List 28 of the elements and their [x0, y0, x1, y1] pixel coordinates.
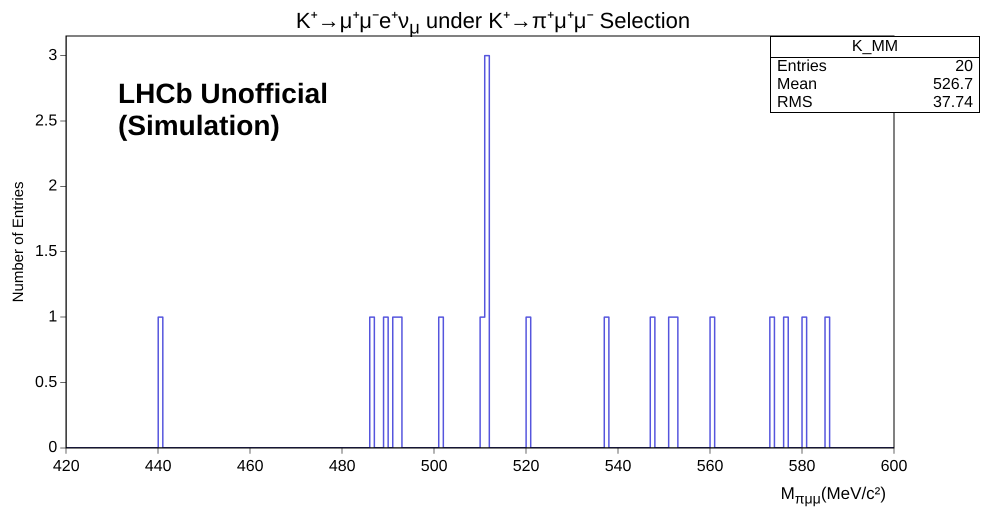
x-tick-label: 560: [696, 458, 724, 475]
y-tick-label: 0.5: [34, 374, 58, 391]
text: 526.7: [932, 76, 973, 94]
y-tick-label: 2: [48, 178, 58, 195]
x-tick-label: 440: [144, 458, 172, 475]
x-tick-label: 540: [604, 458, 632, 475]
x-tick-label: 520: [512, 458, 540, 475]
annotation: Mean: [777, 76, 818, 94]
x-tick-label: 580: [788, 458, 816, 475]
chart-title: K⁺→μ⁺μ⁻e⁺ν$_{μ}$ under K⁺→π⁺μ⁺μ⁻ Selection: [294, 7, 692, 38]
annotation: LHCb Unofficial (Simulation): [118, 78, 328, 142]
x-axis-title: M$_{πμμ}$(MeV/c²): [780, 484, 886, 507]
x-tick-label: 420: [52, 458, 80, 475]
y-tick-label: 2.5: [34, 112, 58, 130]
text: 20: [955, 58, 973, 76]
x-tick-label: 460: [236, 458, 264, 475]
text: 37.74: [932, 94, 973, 112]
x-tick-label: 600: [880, 458, 908, 475]
x-tick-label: 500: [420, 458, 448, 475]
y-tick-label: 3: [48, 47, 58, 64]
y-axis-title: Number of Entries: [10, 181, 28, 302]
y-tick-label: 0: [48, 439, 58, 456]
y-tick-label: 1.5: [34, 243, 58, 260]
y-tick-label: 1: [48, 308, 58, 326]
annotation: RMS: [777, 94, 813, 112]
annotation: Entries: [777, 58, 827, 76]
annotation: K_MM: [771, 37, 979, 58]
x-tick-label: 480: [328, 458, 356, 475]
